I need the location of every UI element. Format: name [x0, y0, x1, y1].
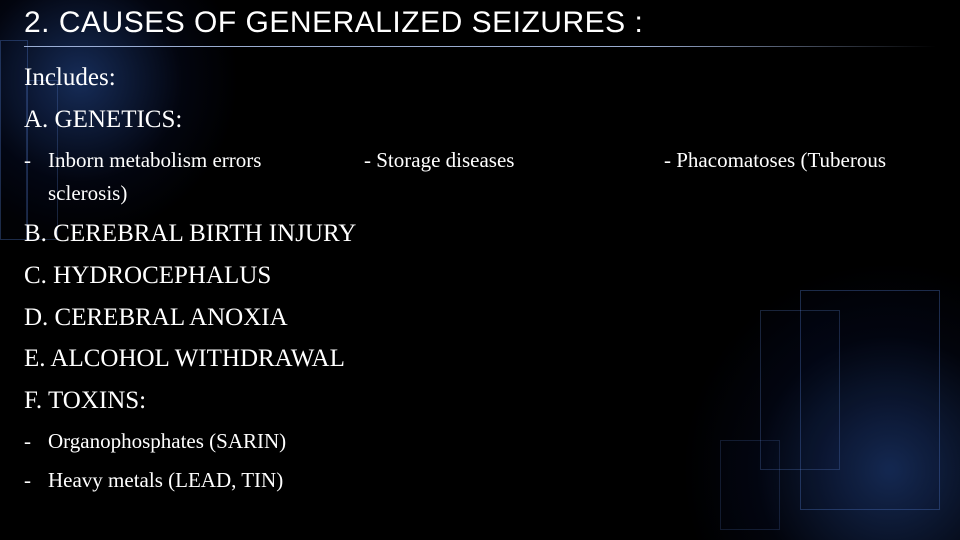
toxin-item: - Organophosphates (SARIN)	[0, 422, 960, 461]
genetics-col2: - Storage diseases	[364, 147, 664, 174]
slide-content: 2. CAUSES OF GENERALIZED SEIZURES : Incl…	[0, 0, 960, 540]
bullet-dash: -	[24, 147, 34, 174]
includes-label: Includes:	[0, 57, 960, 99]
section-f-heading: F. TOXINS:	[0, 380, 960, 422]
genetics-col1: Inborn metabolism errors	[48, 147, 261, 174]
toxin-item: - Heavy metals (LEAD, TIN)	[0, 461, 960, 500]
section-b-heading: B. CEREBRAL BIRTH INJURY	[0, 213, 960, 255]
genetics-col3: - Phacomatoses (Tuberous	[664, 147, 936, 174]
section-d-heading: D. CEREBRAL ANOXIA	[0, 297, 960, 339]
toxin-1-text: Organophosphates (SARIN)	[48, 428, 286, 455]
slide-title: 2. CAUSES OF GENERALIZED SEIZURES :	[0, 6, 960, 46]
genetics-wrap: sclerosis)	[0, 180, 960, 213]
genetics-row: - Inborn metabolism errors - Storage dis…	[0, 141, 960, 180]
section-a-heading: A. GENETICS:	[0, 99, 960, 141]
bullet-dash: -	[24, 467, 34, 494]
section-c-heading: C. HYDROCEPHALUS	[0, 255, 960, 297]
bullet-dash: -	[24, 428, 34, 455]
title-underline	[24, 46, 936, 47]
section-e-heading: E. ALCOHOL WITHDRAWAL	[0, 338, 960, 380]
toxin-2-text: Heavy metals (LEAD, TIN)	[48, 467, 283, 494]
